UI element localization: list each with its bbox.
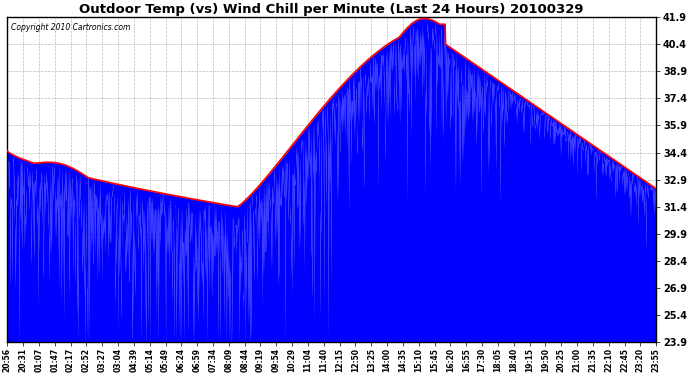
Title: Outdoor Temp (vs) Wind Chill per Minute (Last 24 Hours) 20100329: Outdoor Temp (vs) Wind Chill per Minute …	[79, 3, 584, 16]
Text: Copyright 2010 Cartronics.com: Copyright 2010 Cartronics.com	[10, 24, 130, 33]
